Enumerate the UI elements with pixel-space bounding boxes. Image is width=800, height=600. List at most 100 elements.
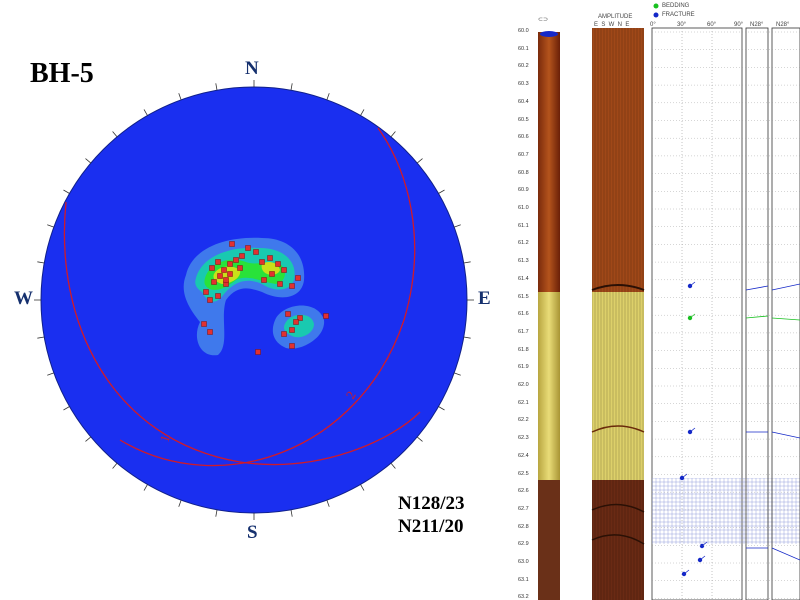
depth-label: 60.1 (518, 45, 529, 52)
pole-point (223, 277, 229, 283)
pole-point (323, 313, 329, 319)
net-tick (290, 83, 293, 91)
pole-point (253, 249, 259, 255)
pole-point (215, 259, 221, 265)
depth-label: 61.0 (518, 205, 529, 211)
tadpole-tail (689, 281, 696, 287)
net-tick (416, 436, 423, 442)
net-tick (37, 261, 45, 264)
depth-label: 61.2 (518, 240, 529, 247)
depth-label: 61.7 (518, 328, 529, 335)
pole-point (295, 275, 301, 281)
net-tick (454, 224, 461, 228)
pole-point (221, 267, 227, 273)
pole-point (217, 273, 223, 279)
net-tick (63, 189, 70, 194)
net-tick (143, 484, 148, 491)
pole-point (227, 271, 233, 277)
depth-label: 60.4 (518, 98, 529, 105)
great-circle-1 (63, 201, 421, 466)
log-graphics (538, 3, 800, 600)
tadpole-tail (689, 427, 696, 433)
net-tick (47, 372, 54, 376)
pole-point (209, 265, 215, 271)
pole-point (237, 265, 243, 271)
borehole-title: BH-5 (30, 58, 94, 89)
net-tick (215, 83, 218, 91)
depth-label: 62.4 (518, 452, 529, 459)
azimuth-header: E S W N E (594, 22, 630, 28)
net-tick (416, 158, 423, 164)
net-tick (47, 224, 54, 228)
pole-point (207, 297, 213, 303)
depth-label: 60.3 (518, 81, 529, 88)
net-tick (112, 131, 118, 138)
dip-tick-60: 60° (707, 22, 717, 28)
depth-label: 61.4 (518, 275, 529, 282)
depth-label: 62.7 (518, 505, 529, 512)
track-header-2: N28° (776, 22, 790, 28)
pole-point (259, 259, 265, 265)
dip-tick-90: 90° (734, 22, 744, 28)
depth-label: 63.1 (518, 576, 529, 583)
depth-label: 60.8 (518, 169, 529, 176)
net-tick (390, 131, 396, 138)
core-column-header-icon: ⊂⊃ (538, 17, 549, 23)
compass-north: N (245, 58, 259, 79)
orientation-1: N128/23 (398, 493, 465, 514)
net-tick (326, 500, 330, 507)
depth-label: 60.6 (518, 134, 529, 141)
pole-point (281, 267, 287, 273)
tadpole-tail (689, 313, 696, 319)
depth-label: 62.8 (518, 523, 529, 530)
net-tick (438, 189, 445, 194)
pole-point (277, 281, 283, 287)
depth-label: 60.2 (518, 63, 529, 70)
net-tick (178, 93, 182, 100)
depth-label: 62.5 (518, 470, 529, 477)
depth-label: 62.1 (518, 399, 529, 406)
net-tick (215, 509, 218, 517)
orientation-2: N211/20 (398, 516, 464, 537)
fracture-legend-icon (653, 12, 659, 18)
net-ticks (34, 80, 474, 520)
plane-label-1: 1 (157, 433, 173, 444)
pole-point (289, 343, 295, 349)
depth-label: 61.8 (518, 346, 529, 353)
bedding-legend-icon (653, 3, 659, 9)
pole-point (229, 241, 235, 247)
net-circle (40, 86, 468, 514)
depth-label: 60.0 (518, 28, 529, 34)
bedding-legend-label: BEDDING (662, 3, 690, 9)
pole-point (297, 315, 303, 321)
pole-point (203, 289, 209, 295)
depth-label: 63.2 (518, 594, 529, 600)
depth-label: 60.7 (518, 151, 529, 158)
net-tick (112, 462, 118, 469)
track-header-1: N28° (750, 22, 764, 28)
tadpole-tail (699, 555, 706, 561)
depth-label: 62.6 (518, 488, 529, 495)
pole-point (233, 257, 239, 263)
depth-label: 62.2 (518, 417, 529, 424)
net-tick (438, 406, 445, 411)
net-tick (463, 336, 471, 339)
compass-south: S (247, 522, 258, 543)
compass-west: W (14, 288, 33, 309)
amplitude-header: AMPLITUDE (598, 14, 633, 20)
pole-point (207, 329, 213, 335)
pole-point (269, 271, 275, 277)
depth-label: 61.9 (518, 364, 529, 371)
net-tick (143, 109, 148, 116)
net-tick (326, 93, 330, 100)
great-circle-2 (119, 127, 416, 467)
pole-point (281, 331, 287, 337)
depth-label: 63.0 (518, 559, 529, 565)
depth-label: 62.0 (518, 382, 529, 388)
net-tick (37, 336, 45, 339)
net-tick (290, 509, 293, 517)
dip-tick-30: 30° (677, 22, 687, 28)
density-contour-peak (213, 266, 241, 284)
pole-point (201, 321, 207, 327)
tadpole-tail (681, 473, 688, 479)
